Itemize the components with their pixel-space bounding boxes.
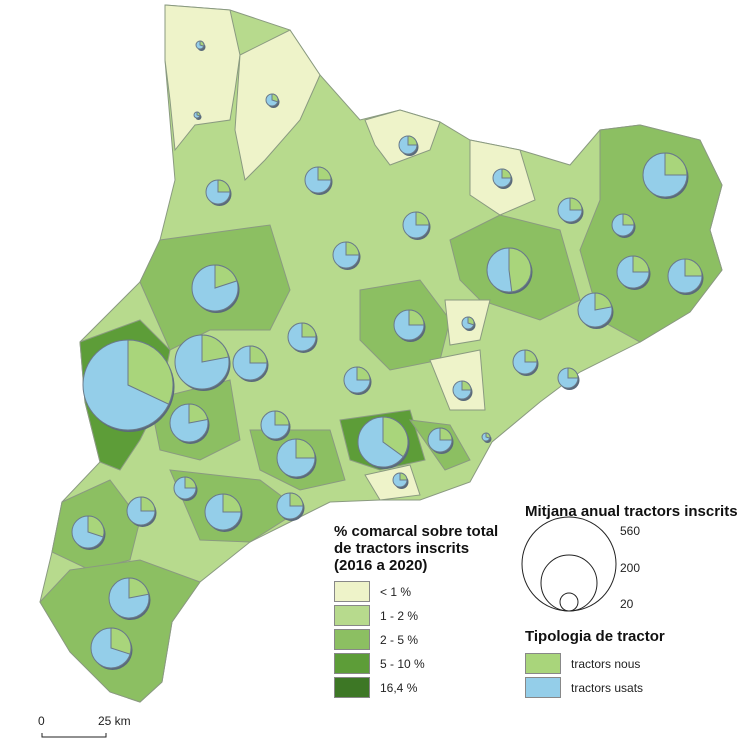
pie-nous [274,410,290,426]
pie-nous [188,403,209,424]
pie-nous [622,213,635,226]
size-legend-20: 20 [620,597,634,611]
class-label: 5 - 10 % [380,656,425,671]
pie-nous [664,152,688,176]
size-legend-200: 200 [620,561,641,575]
swatch-nous [525,653,561,674]
pie-nous [199,40,205,47]
class-label: < 1 % [380,584,412,599]
size-legend-560: 560 [620,524,641,538]
pie-nous [128,577,150,599]
type-legend-title: Tipologia de tractor [525,628,665,645]
pie-nous [524,349,538,363]
pie-nous [594,292,613,311]
pie-nous [317,166,332,181]
pie-nous [569,197,583,211]
label-nous: tractors nous [571,656,641,671]
pie-nous [356,366,371,381]
class-label: 1 - 2 % [380,608,419,623]
pie-nous [214,264,238,289]
pie-nous [684,258,703,277]
legend-tractors-usats: tractors usats [525,677,643,698]
pie-nous [196,111,201,117]
pie-nous [110,627,132,655]
size-circle-560 [521,516,617,612]
size-legend-title: Mitjana anual tractors inscrits [525,503,738,520]
pie-nous [140,496,156,512]
pie-nous [87,515,105,538]
pie-nous [485,432,491,439]
legend-class: 16,4 % [334,677,417,698]
size-circle-20 [559,592,579,612]
legend-class: 2 - 5 % [334,629,418,650]
pie-nous [632,255,650,273]
class-swatch [334,677,370,698]
pie-nous [382,416,409,458]
pie-nous [345,241,360,256]
pie-nous [461,380,472,391]
comarca [164,4,241,152]
scale-start: 0 [38,714,45,728]
class-swatch [334,605,370,626]
choropleth-legend-title: % comarcal sobre total de tractors inscr… [334,523,499,574]
pie-nous [217,179,231,193]
legend-class: < 1 % [334,581,411,602]
comarca [364,464,421,501]
size-circle-200 [540,554,598,612]
pie-nous [508,247,532,293]
pie-nous [567,367,579,379]
pie-nous [439,427,453,441]
label-usats: tractors usats [571,680,644,695]
legend-class: 5 - 10 % [334,653,425,674]
pie-nous [301,322,317,338]
pie-nous [467,316,475,326]
pie-nous [501,168,512,179]
pie-nous [184,476,197,489]
class-swatch [334,653,370,674]
pie-nous [399,472,408,481]
swatch-usats [525,677,561,698]
class-swatch [334,581,370,602]
class-label: 16,4 % [380,680,418,695]
pie-nous [407,135,418,146]
pie-nous [408,309,425,326]
class-label: 2 - 5 % [380,632,419,647]
legend-tractors-nous: tractors nous [525,653,640,674]
pie-nous [271,93,279,103]
pie-nous [249,345,268,364]
scale-end: 25 km [98,714,131,728]
pie-nous [222,493,242,513]
pie-nous [415,211,430,226]
pie-nous [201,334,230,363]
scale-bar [41,733,107,738]
pie-nous [289,492,304,507]
legend-class: 1 - 2 % [334,605,418,626]
pie-nous [295,438,316,459]
class-swatch [334,629,370,650]
pie-nous [127,339,174,405]
